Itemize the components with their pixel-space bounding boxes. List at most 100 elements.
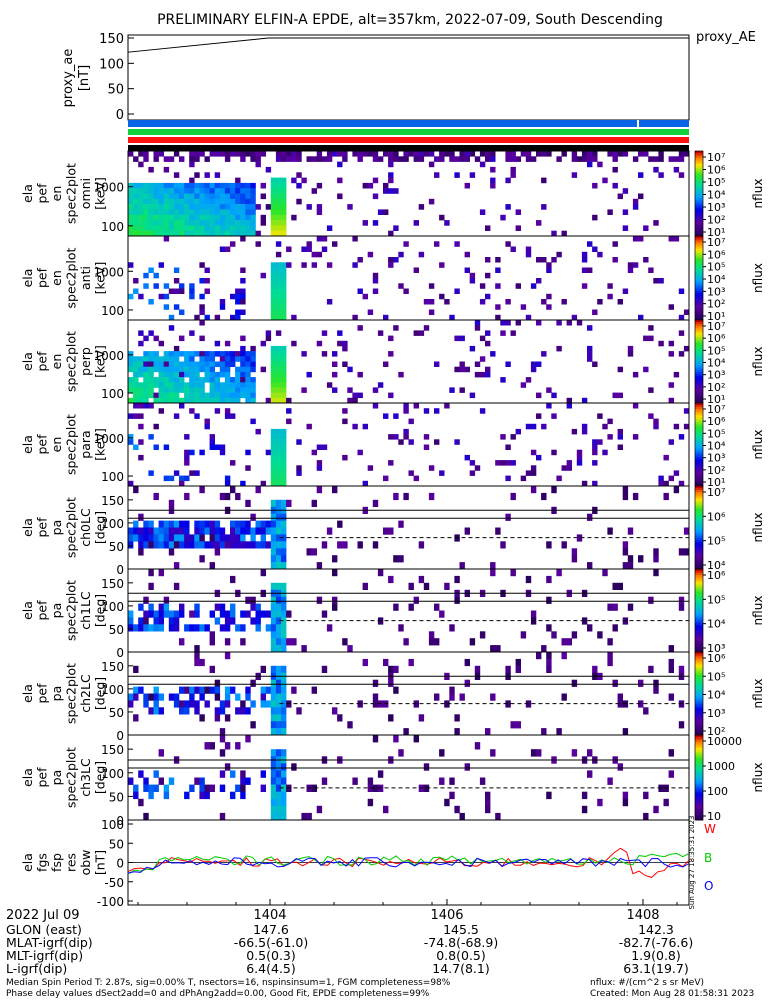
- spectrogram-pixel: [683, 408, 690, 414]
- spectrogram-pixel: [245, 449, 251, 456]
- spectrogram-pixel: [281, 555, 287, 563]
- spectrogram-pixel: [235, 182, 241, 189]
- colorbar-swatch: [695, 714, 703, 717]
- spectrogram-pixel: [138, 548, 144, 556]
- spectrogram-pixel: [128, 351, 134, 357]
- colorbar-swatch: [695, 351, 703, 354]
- spectrogram-pixel: [316, 444, 323, 450]
- spectrogram-pixel: [449, 314, 455, 321]
- spectrogram-pixel: [199, 198, 205, 205]
- spectrogram-pixel: [403, 428, 409, 435]
- tick-label: 100: [101, 600, 124, 614]
- spectrogram-pixel: [219, 610, 226, 618]
- spectrogram-pixel: [158, 366, 164, 373]
- spectrogram-pixel: [143, 188, 149, 194]
- spectrogram-pixel: [663, 454, 669, 461]
- spectrogram-pixel: [250, 617, 256, 625]
- spectrogram-pixel: [128, 439, 134, 445]
- colorbar-swatch: [695, 309, 703, 313]
- spectrogram-pixel: [240, 182, 246, 189]
- colorbar-swatch: [695, 792, 703, 795]
- spectrogram-pixel: [587, 161, 593, 168]
- spectrogram-pixel: [128, 480, 134, 487]
- spectrogram-pixel: [194, 610, 200, 618]
- spectrogram-pixel: [194, 392, 200, 399]
- colorbar-swatch: [695, 340, 703, 344]
- spectrogram-pixel: [469, 278, 476, 284]
- colorbar-swatch: [695, 299, 703, 302]
- colorbar-swatch: [695, 267, 703, 271]
- spectrogram-pixel: [485, 330, 491, 336]
- spectrogram-pixel: [561, 230, 567, 237]
- spectrogram-pixel: [133, 182, 139, 189]
- colorbar-swatch: [695, 382, 703, 385]
- spectrogram-pixel: [428, 151, 435, 157]
- spectrogram-pixel: [173, 204, 180, 210]
- spectrogram-pixel: [168, 366, 175, 373]
- panel-axis-label: spec2plot: [64, 497, 79, 558]
- spectrogram-pixel: [168, 520, 175, 528]
- spectrogram-pixel: [199, 377, 205, 383]
- spectrogram-pixel: [638, 193, 644, 200]
- spectrogram-pixel: [428, 465, 435, 471]
- spectrogram-pixel: [143, 392, 149, 399]
- spectrogram-pixel: [138, 617, 144, 625]
- spectrogram-pixel: [326, 156, 333, 162]
- fgs-legend-label: B: [704, 851, 712, 865]
- spectrogram-pixel: [663, 480, 669, 487]
- spectrogram-pixel: [275, 534, 282, 542]
- spectrogram-pixel: [250, 209, 256, 215]
- spectrogram-pixel: [444, 582, 450, 590]
- spectrogram-pixel: [194, 156, 200, 162]
- colorbar-swatch: [695, 728, 703, 732]
- spectrogram-pixel: [561, 638, 567, 646]
- spectrogram-pixel: [546, 387, 552, 393]
- timestamp-note: Sun Aug 27 18:35:31 2023: [688, 815, 696, 909]
- spectrogram-pixel: [464, 251, 470, 258]
- spectrogram-pixel: [372, 278, 379, 284]
- spectrogram-pixel: [281, 749, 287, 757]
- spectrogram-pixel: [148, 387, 154, 393]
- spectrogram-pixel: [587, 562, 593, 570]
- spectrogram-pixel: [546, 665, 552, 673]
- spectrogram-pixel: [245, 610, 251, 618]
- spectrogram-pixel: [479, 209, 486, 215]
- spectrogram-pixel: [286, 638, 292, 646]
- spectrogram-pixel: [485, 798, 491, 807]
- colorbar-tick-label: 10⁶: [707, 652, 726, 665]
- spectrogram-pixel: [281, 392, 287, 399]
- spectrogram-pixel: [163, 209, 170, 215]
- spectrogram-pixel: [413, 475, 419, 482]
- spectrogram-pixel: [332, 351, 338, 357]
- spectrogram-pixel: [133, 791, 139, 800]
- spectrogram-pixel: [240, 382, 246, 388]
- spectrogram-pixel: [199, 309, 205, 315]
- spectrogram-pixel: [128, 220, 134, 226]
- spectrogram-pixel: [658, 278, 664, 284]
- spectrogram-pixel: [240, 534, 246, 542]
- spectrogram-pixel: [281, 198, 287, 205]
- spectrogram-pixel: [209, 665, 215, 673]
- spectrogram-pixel: [209, 209, 215, 215]
- spectrogram-pixel: [240, 335, 246, 342]
- spectrogram-pixel: [383, 413, 389, 419]
- spectrogram-pixel: [143, 214, 149, 221]
- spectrogram-pixel: [138, 371, 144, 378]
- spectrogram-pixel: [510, 721, 516, 729]
- spectrogram-pixel: [194, 397, 200, 404]
- colorbar-swatch: [695, 427, 703, 431]
- colorbar-swatch: [695, 161, 703, 165]
- spectrogram-pixel: [281, 314, 287, 321]
- spectrogram-pixel: [423, 325, 430, 331]
- spectrogram-pixel: [219, 356, 226, 362]
- colorbar-swatch: [695, 566, 703, 570]
- spectrogram-pixel: [158, 225, 164, 231]
- spectrogram-pixel: [199, 151, 205, 157]
- spectrogram-pixel: [163, 610, 170, 618]
- spectrogram-pixel: [128, 624, 134, 632]
- spectrogram-pixel: [219, 392, 226, 399]
- spectrogram-pixel: [184, 382, 190, 388]
- spectrogram-pixel: [235, 209, 241, 215]
- colorbar-tick-label: 10¹: [707, 310, 725, 323]
- spectrogram-pixel: [525, 251, 532, 258]
